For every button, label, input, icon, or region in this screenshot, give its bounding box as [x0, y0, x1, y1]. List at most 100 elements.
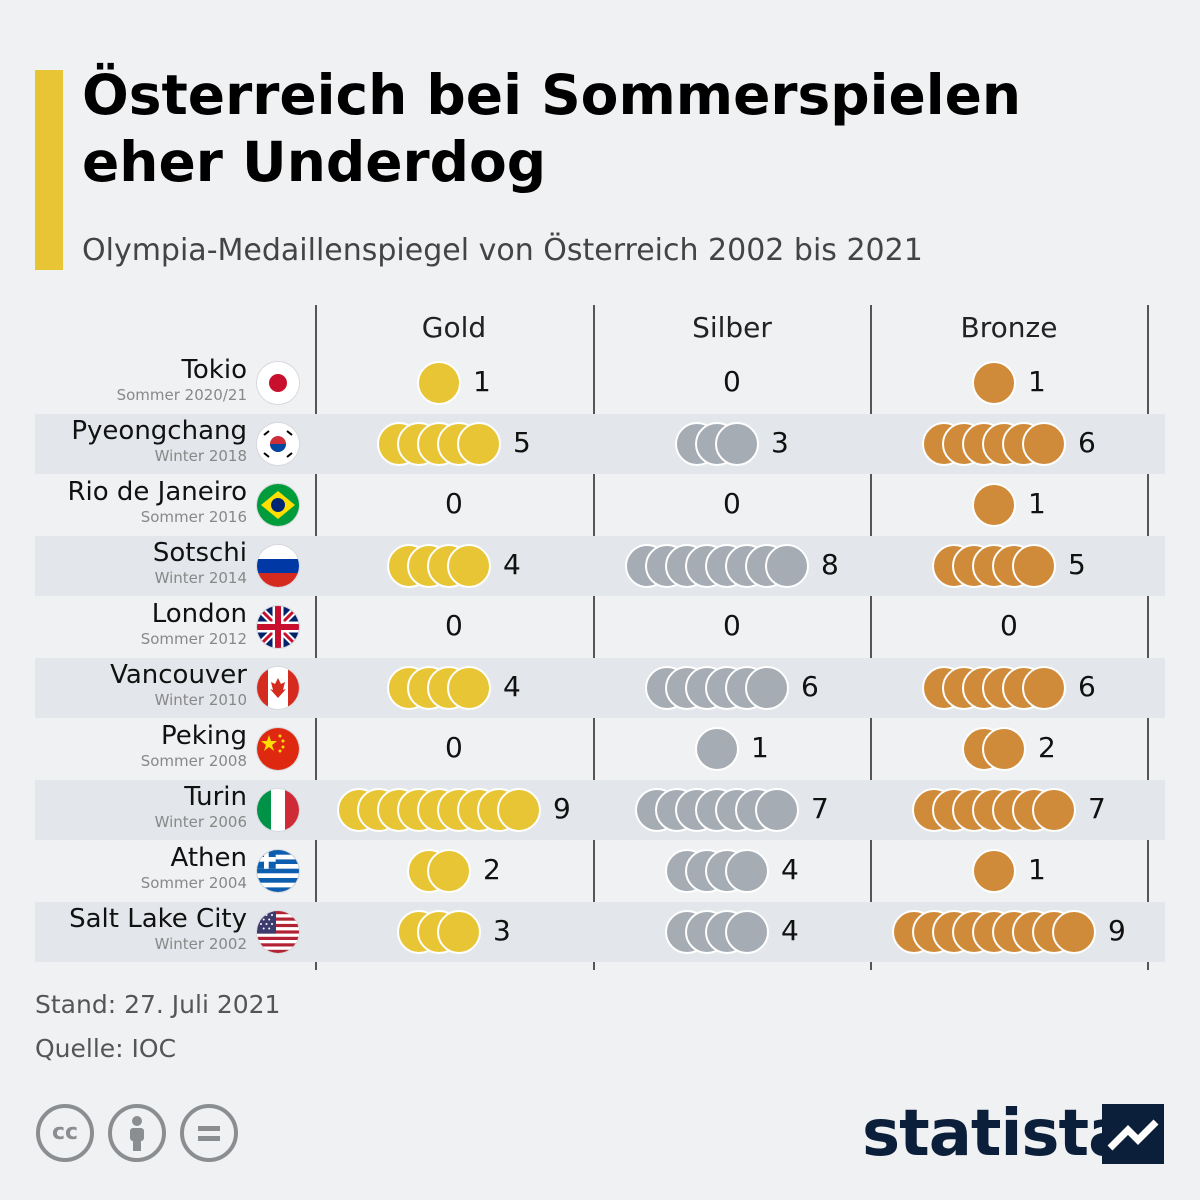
bronze-medal-icon: [1052, 910, 1096, 954]
statista-logo-icon: [1102, 1104, 1164, 1164]
gold-count: 0: [445, 731, 463, 764]
table-row: Pyeongchang Winter 2018 5 3 6: [35, 414, 1165, 474]
table-row: Turin Winter 2006 9 7 7: [35, 780, 1165, 840]
gold-medal-icon: [447, 544, 491, 588]
bronze-medal-icon: [1022, 422, 1066, 466]
japan-flag: [257, 362, 299, 404]
china-flag: [257, 728, 299, 770]
gold-count: 5: [513, 426, 531, 459]
row-sublabel: Sommer 2016: [140, 508, 247, 526]
medal-table: Gold Silber Bronze Tokio Sommer 2020/21 1 0…: [35, 305, 1165, 970]
uk-flag: [257, 606, 299, 648]
statista-logo[interactable]: statista: [862, 1097, 1131, 1171]
column-divider: [593, 305, 595, 970]
table-row: London Sommer 2012 0 0 0: [35, 597, 1165, 657]
chart-title: Österreich bei Sommerspielen eher Underd…: [82, 63, 1022, 194]
bronze-medal-icon: [1012, 544, 1056, 588]
bronze-count: 7: [1088, 792, 1106, 825]
brazil-flag: [257, 484, 299, 526]
stand-date: Stand: 27. Juli 2021: [35, 990, 281, 1019]
silver-count: 0: [723, 365, 741, 398]
row-label: Turin: [184, 782, 247, 812]
row-label: Vancouver: [110, 660, 247, 690]
bronze-medal-icon: [1032, 788, 1076, 832]
row-sublabel: Sommer 2008: [140, 752, 247, 770]
table-row: Tokio Sommer 2020/21 1 0 1: [35, 353, 1165, 413]
column-divider: [1147, 305, 1149, 970]
row-label: Peking: [160, 721, 247, 751]
silver-medal-icon: [725, 910, 769, 954]
silver-count: 3: [771, 426, 789, 459]
bronze-medal-icon: [972, 483, 1016, 527]
table-row: Rio de Janeiro Sommer 2016 0 0 1: [35, 475, 1165, 535]
row-sublabel: Winter 2010: [154, 691, 247, 709]
chart-subtitle: Olympia-Medaillenspiegel von Österreich …: [82, 233, 923, 268]
silver-medal-icon: [745, 666, 789, 710]
row-label: Pyeongchang: [71, 416, 247, 446]
bronze-medal-icon: [1022, 666, 1066, 710]
bronze-count: 2: [1038, 731, 1056, 764]
silver-count: 0: [723, 609, 741, 642]
silver-count: 0: [723, 487, 741, 520]
table-row: Sotschi Winter 2014 4 8 5: [35, 536, 1165, 596]
silver-count: 7: [811, 792, 829, 825]
bronze-count: 1: [1028, 853, 1046, 886]
row-sublabel: Winter 2018: [154, 447, 247, 465]
column-header-silver: Silber: [692, 311, 772, 344]
italy-flag: [257, 789, 299, 831]
silver-medal-icon: [755, 788, 799, 832]
column-divider: [870, 305, 872, 970]
silver-medal-icon: [725, 849, 769, 893]
row-label: Sotschi: [152, 538, 247, 568]
cc-icon[interactable]: cc: [36, 1104, 94, 1162]
greece-flag: [257, 850, 299, 892]
bronze-count: 9: [1108, 914, 1126, 947]
table-row: Salt Lake City Winter 2002 3 4 9: [35, 902, 1165, 962]
gold-medal-icon: [497, 788, 541, 832]
bronze-count: 0: [1000, 609, 1018, 642]
bronze-medal-icon: [972, 849, 1016, 893]
silver-count: 6: [801, 670, 819, 703]
bronze-count: 1: [1028, 365, 1046, 398]
russia-flag: [257, 545, 299, 587]
gold-medal-icon: [437, 910, 481, 954]
silver-medal-icon: [765, 544, 809, 588]
bronze-medal-icon: [982, 727, 1026, 771]
row-label: London: [151, 599, 247, 629]
row-label: Salt Lake City: [69, 904, 247, 934]
column-header-bronze: Bronze: [960, 311, 1058, 344]
accent-bar: [35, 70, 63, 270]
bronze-count: 6: [1078, 426, 1096, 459]
silver-count: 8: [821, 548, 839, 581]
gold-count: 9: [553, 792, 571, 825]
gold-count: 0: [445, 487, 463, 520]
gold-count: 0: [445, 609, 463, 642]
gold-count: 3: [493, 914, 511, 947]
gold-medal-icon: [427, 849, 471, 893]
bronze-count: 1: [1028, 487, 1046, 520]
gold-count: 4: [503, 548, 521, 581]
canada-flag: [257, 667, 299, 709]
source: Quelle: IOC: [35, 1034, 177, 1063]
table-row: Athen Sommer 2004 2 4 1: [35, 841, 1165, 901]
bronze-count: 6: [1078, 670, 1096, 703]
column-header-gold: Gold: [421, 311, 487, 344]
gold-medal-icon: [417, 361, 461, 405]
row-label: Tokio: [181, 355, 247, 385]
silver-count: 4: [781, 914, 799, 947]
row-label: Athen: [170, 843, 247, 873]
bronze-medal-icon: [972, 361, 1016, 405]
by-icon[interactable]: [108, 1104, 166, 1162]
gold-count: 2: [483, 853, 501, 886]
row-sublabel: Winter 2002: [154, 935, 247, 953]
gold-medal-icon: [447, 666, 491, 710]
row-label: Rio de Janeiro: [67, 477, 247, 507]
table-row: Vancouver Winter 2010 4 6 6: [35, 658, 1165, 718]
row-sublabel: Sommer 2004: [140, 874, 247, 892]
nd-icon[interactable]: [180, 1104, 238, 1162]
gold-count: 4: [503, 670, 521, 703]
column-divider: [315, 305, 317, 970]
row-sublabel: Sommer 2020/21: [116, 386, 247, 404]
silver-medal-icon: [695, 727, 739, 771]
bronze-count: 5: [1068, 548, 1086, 581]
